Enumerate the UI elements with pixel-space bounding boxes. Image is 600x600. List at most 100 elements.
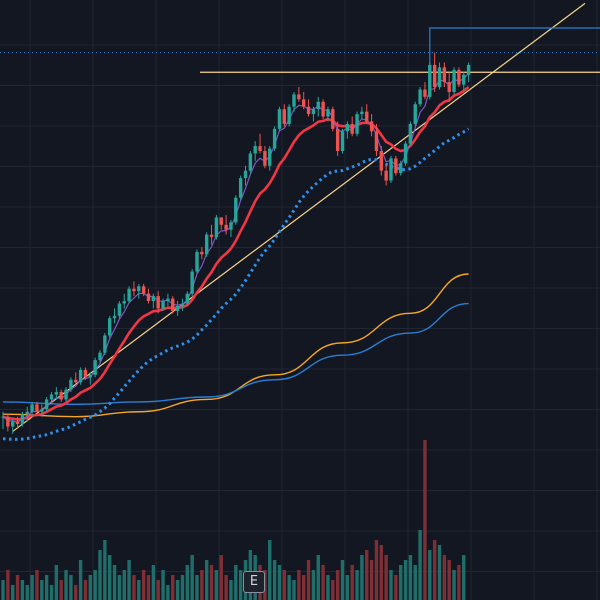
candle-body [272,128,277,149]
volume-bar [93,570,97,600]
candle-body [423,89,427,97]
volume-bar [350,565,354,600]
candle-body [374,131,379,151]
candle-body [25,411,29,415]
candle-body [258,146,262,151]
volume-bar [132,575,136,600]
candle-body [302,99,306,107]
candle-body [268,148,272,166]
candle-body [137,286,141,292]
volume-bar [209,565,214,600]
candle-body [93,360,97,375]
volume-bar [384,555,388,600]
candle-body [141,286,146,294]
volume-bar [379,545,383,600]
candle-body [214,217,219,238]
volume-bar [224,575,228,600]
volume-bar [127,560,131,600]
volume-bar [25,585,29,600]
ema-mid [2,85,470,421]
candle-body [35,404,39,412]
volume-bar [340,560,345,600]
volume-bar [457,565,461,600]
candle-body [1,416,5,418]
volume-bar [64,570,68,600]
candle-body [447,82,451,92]
candle-body [108,318,112,336]
candle-body [408,123,413,144]
candle-body [442,67,447,83]
volume-bar [326,575,330,600]
volume-bar [40,580,44,600]
candle-body [253,146,257,154]
volume-bar [54,565,59,600]
earnings-marker[interactable]: E [243,571,265,593]
volume-bar [156,580,160,600]
candle-body [331,109,335,129]
moving-average-blue [2,302,469,406]
candle-body [74,379,78,383]
candle-body [151,296,156,302]
volume-bar [122,570,126,600]
volume-bar [108,555,112,600]
volume-bar [83,580,88,600]
candlestick-series [1,52,471,434]
candle-body [205,234,209,255]
candle-body [59,392,63,400]
support-trendline [12,2,586,432]
volume-bar [403,560,408,600]
candle-body [345,123,350,132]
volume-bar [6,570,10,600]
candle-body [466,64,471,75]
volume-bar [49,585,54,600]
volume-bar [30,575,34,600]
volume-bar [277,565,282,600]
candle-body [30,404,34,412]
volume-bar [408,555,413,600]
candle-body [418,89,422,105]
candle-body [103,335,107,353]
candle-body [389,158,393,181]
candle-body [98,352,102,361]
volume-bar [335,570,340,600]
volume-bar [311,570,316,600]
candle-body [44,399,49,410]
volume-bar [287,575,291,600]
candle-body [340,131,345,151]
candle-body [321,101,325,117]
volume-bar [399,565,403,600]
candle-body [350,123,354,134]
volume-bar [166,585,170,600]
volume-bar [462,555,466,600]
candle-body [432,64,437,88]
candle-body [175,305,180,311]
volume-bar [229,580,233,600]
volume-bar [1,580,5,600]
volume-bar [44,575,49,600]
volume-bar [413,565,417,600]
volume-bar [321,565,325,600]
volume-bar [432,540,437,600]
volume-bar [59,580,63,600]
candle-body [200,251,204,255]
candle-body [238,178,243,198]
candle-body [243,170,248,179]
candle-body [190,271,194,294]
volume-bar [98,550,102,600]
volume-bar [442,555,447,600]
volume-bar [331,580,335,600]
volume-bar [297,570,301,600]
candle-body [180,303,185,306]
candle-body [224,224,228,230]
candle-body [287,106,291,124]
candle-body [219,217,223,225]
volume-bar [180,575,185,600]
candle-body [195,251,199,272]
volume-bar [15,575,20,600]
candle-body [369,121,374,132]
candle-body [399,163,403,174]
volume-bar [195,575,199,600]
volume-bar [355,570,359,600]
volume-bar [306,560,311,600]
